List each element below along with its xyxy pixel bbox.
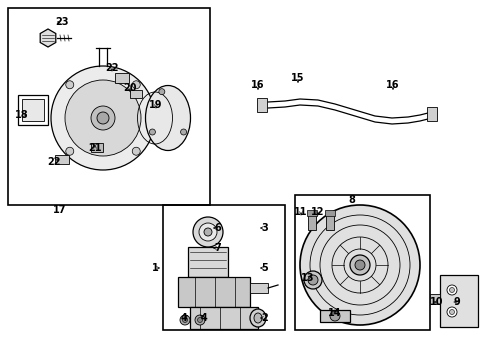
Circle shape	[132, 81, 140, 89]
Circle shape	[197, 318, 202, 323]
Circle shape	[354, 260, 364, 270]
Bar	[325, 214, 333, 230]
Bar	[325, 210, 334, 216]
Circle shape	[329, 311, 339, 321]
Text: 19: 19	[149, 100, 163, 110]
Bar	[8, 8, 209, 205]
Text: 5: 5	[261, 263, 268, 273]
Text: 21: 21	[88, 143, 102, 153]
Text: 3: 3	[261, 223, 268, 233]
Circle shape	[349, 255, 369, 275]
Text: 1: 1	[151, 263, 158, 273]
Bar	[429, 294, 439, 304]
Bar	[319, 310, 349, 322]
Circle shape	[97, 112, 109, 124]
Text: 18: 18	[15, 110, 29, 120]
Text: 14: 14	[327, 308, 341, 318]
Text: 15: 15	[291, 73, 304, 83]
Text: 10: 10	[429, 297, 443, 307]
Bar	[187, 247, 227, 277]
Bar	[178, 277, 249, 307]
Bar	[18, 95, 48, 125]
Circle shape	[307, 275, 317, 285]
Text: 11: 11	[294, 207, 307, 217]
Circle shape	[182, 318, 187, 323]
Text: 23: 23	[55, 17, 69, 27]
Circle shape	[193, 217, 223, 247]
Bar	[306, 210, 316, 216]
Circle shape	[180, 129, 186, 135]
Bar	[439, 275, 477, 327]
Circle shape	[65, 147, 74, 155]
Text: 6: 6	[214, 223, 221, 233]
Bar	[190, 307, 258, 329]
Text: 4: 4	[200, 313, 207, 323]
Text: 2: 2	[261, 313, 268, 323]
Circle shape	[149, 129, 155, 135]
Circle shape	[195, 315, 204, 325]
Bar	[294, 195, 429, 330]
Circle shape	[51, 66, 155, 170]
Bar	[249, 283, 267, 293]
Circle shape	[159, 89, 164, 95]
Bar	[115, 73, 129, 83]
Circle shape	[446, 285, 456, 295]
Text: 13: 13	[301, 273, 314, 283]
Circle shape	[65, 81, 74, 89]
Bar	[91, 143, 103, 152]
Text: 22: 22	[47, 157, 61, 167]
Circle shape	[180, 315, 190, 325]
Circle shape	[448, 310, 453, 315]
Text: 17: 17	[53, 205, 67, 215]
Circle shape	[448, 288, 453, 292]
Bar	[55, 155, 69, 164]
Text: 12: 12	[311, 207, 324, 217]
Polygon shape	[40, 29, 56, 47]
Circle shape	[299, 205, 419, 325]
Circle shape	[203, 228, 212, 236]
Text: 20: 20	[123, 83, 137, 93]
Bar	[163, 205, 285, 330]
Circle shape	[91, 106, 115, 130]
Text: 16: 16	[251, 80, 264, 90]
Text: 22: 22	[105, 63, 119, 73]
Bar	[426, 107, 436, 121]
Text: 7: 7	[214, 243, 221, 253]
Circle shape	[446, 307, 456, 317]
Text: 8: 8	[348, 195, 355, 205]
Circle shape	[304, 271, 321, 289]
Circle shape	[199, 223, 217, 241]
Text: 9: 9	[453, 297, 459, 307]
Text: 16: 16	[386, 80, 399, 90]
Circle shape	[65, 80, 141, 156]
Bar	[307, 214, 315, 230]
Circle shape	[132, 147, 140, 155]
Ellipse shape	[145, 85, 190, 150]
Ellipse shape	[253, 313, 262, 323]
Bar	[22, 99, 44, 121]
Text: 4: 4	[180, 313, 187, 323]
Bar	[130, 90, 142, 98]
Bar	[257, 98, 266, 112]
Ellipse shape	[249, 309, 265, 327]
